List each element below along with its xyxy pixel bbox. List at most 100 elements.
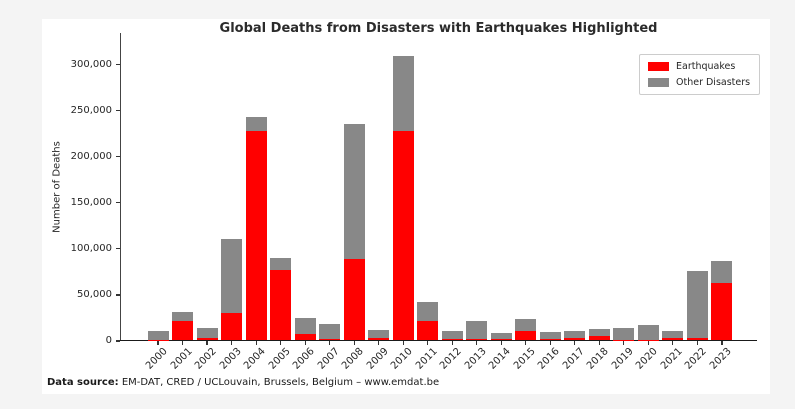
y-axis-spine: [120, 33, 122, 341]
y-tick-label: 0: [105, 335, 112, 346]
bar-segment-earthquakes-2022: [686, 338, 708, 340]
bar-segment-other-disasters-2006: [294, 318, 316, 334]
bar-segment-earthquakes-2003: [221, 312, 243, 340]
bar-group-2004: [245, 117, 267, 340]
x-tick-mark: [721, 341, 723, 345]
x-tick-mark: [353, 341, 355, 345]
legend-label-other-disasters: Other Disasters: [676, 77, 751, 88]
y-tick-mark: [115, 64, 120, 66]
bar-segment-other-disasters-2014: [490, 333, 512, 340]
bar-group-2021: [662, 330, 684, 340]
bar-segment-earthquakes-2009: [368, 338, 390, 340]
bar-group-2018: [588, 328, 610, 340]
x-tick-mark: [378, 341, 380, 345]
bar-segment-earthquakes-2005: [270, 270, 292, 340]
bar-segment-earthquakes-2015: [515, 331, 537, 340]
x-tick-mark: [157, 341, 159, 345]
bar-segment-other-disasters-2004: [245, 117, 267, 132]
legend: Earthquakes Other Disasters: [639, 54, 760, 95]
bar-group-2011: [417, 302, 439, 340]
bar-group-2013: [466, 320, 488, 340]
y-tick-label: 50,000: [77, 288, 112, 300]
bar-segment-earthquakes-2011: [417, 321, 439, 340]
bar-segment-other-disasters-2003: [221, 239, 243, 313]
bar-segment-other-disasters-2021: [662, 330, 684, 338]
y-tick-mark: [115, 340, 120, 342]
x-tick-mark: [525, 341, 527, 345]
y-tick-mark: [115, 294, 120, 296]
plot-area: 0 50,000 100,000 150,000 200,000 250,000 300,0…: [71, 33, 757, 372]
bar-group-2003: [221, 239, 243, 340]
bar-group-2007: [319, 324, 341, 340]
x-tick-mark: [574, 341, 576, 345]
bar-segment-earthquakes-2008: [343, 259, 365, 340]
bar-segment-earthquakes-2018: [588, 335, 610, 340]
y-tick-label: 150,000: [70, 196, 112, 208]
bar-segment-earthquakes-2006: [294, 333, 316, 340]
bar-segment-other-disasters-2000: [147, 331, 169, 340]
x-tick-mark: [549, 341, 551, 345]
bar-segment-other-disasters-2012: [441, 331, 463, 340]
bar-segment-other-disasters-2013: [466, 320, 488, 339]
bar-segment-earthquakes-2023: [711, 282, 733, 340]
bar-group-2016: [539, 332, 561, 340]
bar-segment-earthquakes-2007: [319, 339, 341, 340]
bar-segment-other-disasters-2002: [196, 328, 218, 339]
source-body: EM-DAT, CRED / UCLouvain, Brussels, Belg…: [118, 377, 440, 388]
bar-group-2002: [196, 328, 218, 340]
x-tick-mark: [181, 341, 184, 345]
bar-group-2015: [515, 318, 537, 340]
x-tick-mark: [280, 341, 282, 345]
bar-segment-other-disasters-2022: [686, 270, 708, 339]
y-tick-mark: [115, 156, 120, 158]
bar-group-2023: [711, 260, 733, 340]
y-tick-label: 200,000: [70, 150, 112, 162]
bar-group-2010: [392, 56, 414, 340]
x-tick-mark: [623, 341, 625, 345]
bar-segment-earthquakes-2002: [196, 338, 218, 340]
bar-segment-other-disasters-2015: [515, 318, 537, 332]
bar-segment-earthquakes-2016: [539, 338, 561, 340]
x-tick-mark: [402, 341, 404, 345]
bar-group-2014: [490, 333, 512, 340]
bar-segment-other-disasters-2017: [564, 330, 586, 338]
y-tick-mark: [115, 110, 120, 112]
bar-group-2008: [343, 123, 365, 340]
x-tick-mark: [206, 341, 208, 345]
source-prefix: Data source:: [47, 377, 119, 388]
x-tick-mark: [476, 341, 478, 345]
x-tick-mark: [304, 341, 306, 345]
y-tick-mark: [115, 202, 120, 204]
chart-title: Global Deaths from Disasters with Earthq…: [219, 21, 658, 36]
y-tick-mark: [115, 248, 120, 250]
bar-segment-other-disasters-2009: [368, 329, 390, 339]
legend-swatch-other-disasters: [648, 78, 669, 87]
x-tick-mark: [500, 341, 502, 345]
bar-segment-other-disasters-2016: [539, 332, 561, 339]
source-note: Data source: EM-DAT, CRED / UCLouvain, B…: [47, 377, 439, 388]
bar-segment-other-disasters-2007: [319, 324, 341, 340]
y-tick-label: 100,000: [70, 242, 112, 254]
bar-segment-other-disasters-2008: [343, 123, 365, 260]
bar-group-2019: [613, 328, 635, 340]
bar-group-2017: [564, 330, 586, 340]
bar-segment-other-disasters-2011: [417, 302, 439, 322]
x-tick-mark: [427, 341, 429, 345]
x-tick-mark: [672, 341, 674, 345]
bar-group-2005: [270, 258, 292, 340]
bar-group-2009: [368, 329, 390, 340]
legend-label-earthquakes: Earthquakes: [676, 61, 736, 72]
bar-segment-other-disasters-2019: [613, 328, 635, 340]
bar-group-2020: [637, 325, 659, 340]
x-axis-spine: [120, 339, 757, 342]
bar-group-2006: [294, 318, 316, 340]
bar-segment-other-disasters-2018: [588, 328, 610, 336]
x-tick-mark: [598, 341, 600, 345]
y-tick-label: 250,000: [70, 104, 112, 116]
bar-group-2001: [172, 312, 194, 340]
bar-segment-other-disasters-2020: [637, 325, 659, 340]
x-tick-mark: [329, 341, 331, 345]
x-tick-mark: [231, 341, 233, 345]
bar-segment-other-disasters-2005: [270, 258, 292, 271]
bar-group-2012: [441, 331, 463, 340]
